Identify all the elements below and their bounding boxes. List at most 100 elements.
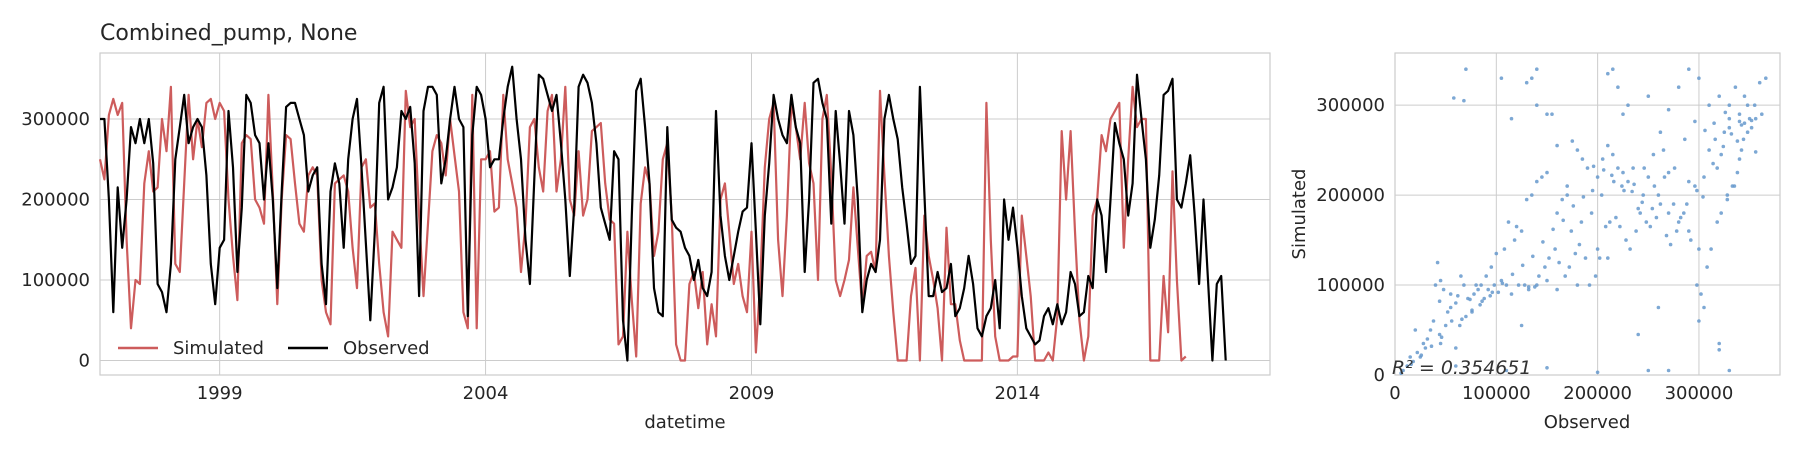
scatter-point bbox=[1687, 67, 1691, 71]
scatter-point bbox=[1438, 278, 1443, 283]
scatter-point bbox=[1452, 96, 1456, 100]
scatter-point bbox=[1764, 76, 1768, 80]
scatter-point bbox=[1565, 193, 1569, 197]
scatter-point bbox=[1482, 296, 1486, 301]
scatter-point bbox=[1445, 310, 1450, 314]
scatter-point bbox=[1577, 242, 1582, 247]
scatter-point bbox=[1443, 323, 1448, 328]
scatter-point bbox=[1459, 274, 1463, 278]
scatter-point bbox=[1509, 292, 1514, 296]
scatter-point bbox=[1685, 202, 1689, 206]
scatter-point bbox=[1725, 193, 1730, 197]
legend: Simulated Observed bbox=[118, 338, 430, 359]
scatter-point bbox=[1431, 319, 1436, 323]
scatter-point bbox=[1735, 139, 1740, 143]
scatter-point bbox=[1555, 211, 1559, 215]
scatter-point bbox=[1717, 341, 1721, 346]
scatter-point bbox=[1545, 278, 1549, 283]
scatter-point bbox=[1579, 220, 1584, 224]
scatter-point bbox=[1492, 283, 1497, 287]
scatter-point bbox=[1737, 112, 1742, 116]
scatter-point bbox=[1729, 132, 1734, 136]
scatter-point bbox=[1449, 319, 1454, 323]
scatter-point bbox=[1671, 202, 1676, 206]
scatter-point bbox=[1595, 247, 1600, 251]
scatter-point bbox=[1695, 188, 1699, 193]
scatter-point bbox=[1725, 197, 1730, 202]
scatter-point bbox=[1423, 346, 1428, 350]
scatter-point bbox=[1652, 184, 1657, 188]
scatter-point bbox=[1504, 283, 1509, 287]
y-tick-label: 100000 bbox=[21, 270, 90, 291]
scatter-point bbox=[1702, 175, 1706, 179]
scatter-point bbox=[1632, 182, 1636, 187]
scatter-point bbox=[1408, 355, 1412, 359]
scatter-point bbox=[1526, 287, 1531, 292]
scatter-point bbox=[1519, 229, 1524, 233]
scatter-point bbox=[1711, 161, 1715, 166]
scatter-point bbox=[1489, 265, 1494, 269]
scatter-point bbox=[1535, 67, 1539, 71]
scatter-point bbox=[1709, 247, 1713, 251]
scatter-point bbox=[1504, 368, 1509, 373]
scatter-point bbox=[1597, 256, 1602, 260]
scatter-point bbox=[1454, 301, 1458, 305]
scatter-point bbox=[1666, 170, 1671, 175]
scatter-point bbox=[1727, 103, 1732, 107]
scatter-point bbox=[1480, 299, 1484, 304]
scatter-point bbox=[1468, 297, 1472, 302]
scatter-point bbox=[1715, 220, 1719, 224]
scatter-point bbox=[1439, 335, 1444, 340]
scatter-plot-area bbox=[1394, 52, 1781, 376]
scatter-point bbox=[1437, 299, 1442, 304]
scatter-point bbox=[1620, 184, 1624, 188]
scatter-point bbox=[1682, 211, 1686, 215]
scatter-point bbox=[1590, 188, 1595, 193]
scatter-point bbox=[1624, 238, 1628, 242]
scatter-point bbox=[1535, 179, 1539, 184]
series-line-observed bbox=[100, 65, 1227, 362]
scatter-point bbox=[1693, 119, 1697, 124]
scatter-point bbox=[1478, 303, 1482, 307]
scatter-x-tick-label: 200000 bbox=[1563, 383, 1632, 404]
scatter-point bbox=[1401, 368, 1405, 373]
scatter-point bbox=[1599, 193, 1604, 197]
scatter-point bbox=[1516, 283, 1521, 287]
scatter-point bbox=[1707, 103, 1711, 107]
scatter-point bbox=[1697, 247, 1701, 251]
scatter-point bbox=[1621, 112, 1625, 116]
scatter-point bbox=[1626, 179, 1630, 184]
scatter-point bbox=[1666, 107, 1671, 112]
scatter-point bbox=[1496, 290, 1501, 295]
scatter-point bbox=[1454, 364, 1458, 368]
scatter-point bbox=[1727, 116, 1732, 121]
scatter-point bbox=[1614, 215, 1618, 220]
scatter-point bbox=[1662, 175, 1667, 179]
scatter-point bbox=[1456, 294, 1460, 298]
scatter-point bbox=[1530, 76, 1534, 80]
scatter-point bbox=[1413, 328, 1418, 332]
scatter-point bbox=[1689, 238, 1693, 242]
scatter-point bbox=[1567, 265, 1572, 269]
scatter-point bbox=[1722, 130, 1727, 134]
scatter-point bbox=[1553, 247, 1557, 251]
scatter-x-axis-label: Observed bbox=[1544, 412, 1631, 433]
scatter-point bbox=[1433, 283, 1438, 287]
scatter-point bbox=[1757, 80, 1762, 85]
scatter-point bbox=[1745, 103, 1750, 107]
scatter-point bbox=[1581, 195, 1586, 199]
scatter-point bbox=[1697, 76, 1701, 80]
scatter-point bbox=[1730, 184, 1735, 188]
scatter-point bbox=[1448, 305, 1453, 310]
scatter-point bbox=[1512, 238, 1517, 242]
scatter-point bbox=[1603, 224, 1608, 229]
scatter-point bbox=[1752, 103, 1757, 107]
scatter-point bbox=[1570, 139, 1575, 143]
scatter-point bbox=[1719, 152, 1723, 157]
scatter-point bbox=[1634, 229, 1638, 233]
timeseries-plot-area bbox=[99, 52, 1271, 376]
scatter-point bbox=[1715, 166, 1719, 170]
scatter-point bbox=[1735, 170, 1740, 175]
scatter-point bbox=[1399, 371, 1403, 376]
